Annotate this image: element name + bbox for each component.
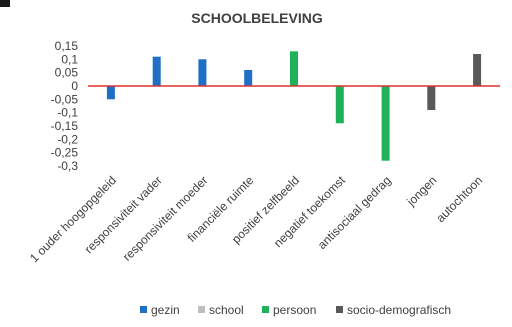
y-tick-label: 0 — [71, 79, 78, 93]
y-tick-label: -0,05 — [51, 92, 79, 106]
x-tick-label: jongen — [403, 173, 439, 209]
chart-title: SCHOOLBELEVING — [191, 10, 323, 26]
x-tick-label: 1 ouder hoogopgeleid — [27, 173, 119, 265]
bar — [381, 86, 390, 161]
y-tick-label: -0,25 — [51, 146, 79, 160]
x-tick-label: responsiviteit vader — [82, 173, 165, 256]
y-tick-label: 0,05 — [55, 66, 79, 80]
legend-swatch — [198, 306, 205, 313]
bar — [106, 86, 115, 100]
legend-swatch — [140, 306, 147, 313]
x-tick-label: autochtoon — [433, 173, 485, 225]
bar — [152, 56, 161, 86]
legend-swatch — [336, 306, 343, 313]
bar — [290, 51, 298, 86]
legend-label: persoon — [273, 303, 316, 317]
bar — [427, 86, 436, 110]
legend-label: socio-demografisch — [347, 303, 451, 317]
x-tick-label: responsiviteit moeder — [120, 173, 211, 264]
legend: gezin school persoon socio-demografisch — [140, 303, 451, 317]
y-tick-label: -0,2 — [57, 132, 78, 146]
bars — [106, 51, 482, 161]
bar — [473, 54, 482, 86]
legend-swatch — [262, 306, 269, 313]
bar — [198, 59, 207, 86]
bar — [335, 86, 344, 124]
y-tick-label: 0,1 — [61, 52, 78, 66]
corner-mark — [0, 0, 10, 7]
legend-label: school — [209, 303, 244, 317]
y-tick-label: -0,15 — [51, 119, 79, 133]
y-tick-label: 0,15 — [55, 39, 79, 53]
y-tick-label: -0,3 — [57, 159, 78, 173]
legend-label: gezin — [151, 303, 180, 317]
y-axis: 0,150,10,050-0,05-0,1-0,15-0,2-0,25-0,3 — [51, 39, 79, 173]
bar — [244, 70, 253, 86]
y-tick-label: -0,1 — [57, 106, 78, 120]
